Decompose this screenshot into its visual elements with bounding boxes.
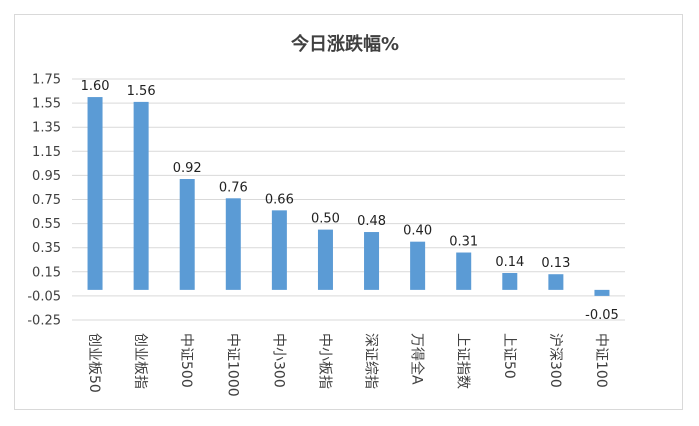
bar: [317, 229, 333, 290]
bar: [594, 289, 610, 296]
data-label: 0.40: [403, 224, 432, 239]
category-label: 中小板指: [316, 333, 332, 389]
data-label: 0.48: [357, 214, 386, 229]
bar: [364, 232, 380, 290]
bar: [410, 241, 426, 290]
y-tick-label: 1.55: [32, 97, 61, 112]
category-label: 沪深300: [547, 333, 563, 388]
category-label: 创业板50: [86, 333, 102, 393]
bar: [271, 210, 287, 290]
bar: [548, 274, 564, 290]
category-label: 中证1000: [224, 333, 240, 397]
data-label: 1.56: [127, 84, 156, 99]
category-label: 创业板指: [132, 333, 148, 389]
y-tick-label: -0.25: [27, 314, 61, 329]
bar: [502, 273, 518, 290]
category-label: 中证100: [593, 333, 609, 388]
data-label: 0.66: [265, 192, 294, 207]
category-label: 深证综指: [363, 333, 379, 389]
y-tick-label: 0.15: [32, 265, 61, 280]
y-tick-label: 0.95: [32, 169, 61, 184]
bar: [133, 101, 149, 290]
data-label: -0.05: [585, 308, 619, 323]
chart-frame: [14, 14, 683, 410]
y-tick-label: 0.55: [32, 217, 61, 232]
bars: [87, 97, 610, 296]
data-labels: 1.60 1.56 0.92 0.76 0.66 0.50 0.48 0.40 0.31 0.14…: [81, 79, 619, 323]
chart-title: 今日涨跌幅%: [291, 33, 399, 55]
category-label: 上证指数: [455, 333, 471, 389]
category-label: 中小300: [270, 333, 286, 388]
bar: [87, 97, 103, 290]
data-label: 0.13: [541, 256, 570, 271]
data-label: 0.14: [495, 255, 524, 270]
y-tick-label: 0.35: [32, 241, 61, 256]
gridlines: [72, 78, 625, 321]
bar: [179, 179, 195, 290]
bar: [225, 198, 241, 290]
category-label: 中证500: [178, 333, 194, 388]
y-tick-label: 1.75: [32, 73, 61, 88]
y-axis-ticks: 1.75 1.55 1.35 1.15 0.95 0.75 0.55 0.35 0.15 -0.0…: [27, 73, 61, 329]
category-label: 上证50: [501, 333, 517, 379]
data-label: 0.31: [449, 235, 478, 250]
x-axis-labels: 创业板50 创业板指 中证500 中证1000 中小300 中小板指 深证综指 万得全A 上证指…: [86, 333, 609, 397]
data-label: 0.92: [173, 161, 202, 176]
y-tick-label: 0.75: [32, 193, 61, 208]
y-tick-label: 1.35: [32, 121, 61, 136]
data-label: 0.76: [219, 180, 248, 195]
y-tick-label: -0.05: [27, 289, 61, 304]
category-label: 万得全A: [409, 333, 426, 385]
bar: [456, 252, 472, 290]
data-label: 0.50: [311, 212, 340, 227]
data-label: 1.60: [81, 79, 110, 94]
y-tick-label: 1.15: [32, 145, 61, 160]
